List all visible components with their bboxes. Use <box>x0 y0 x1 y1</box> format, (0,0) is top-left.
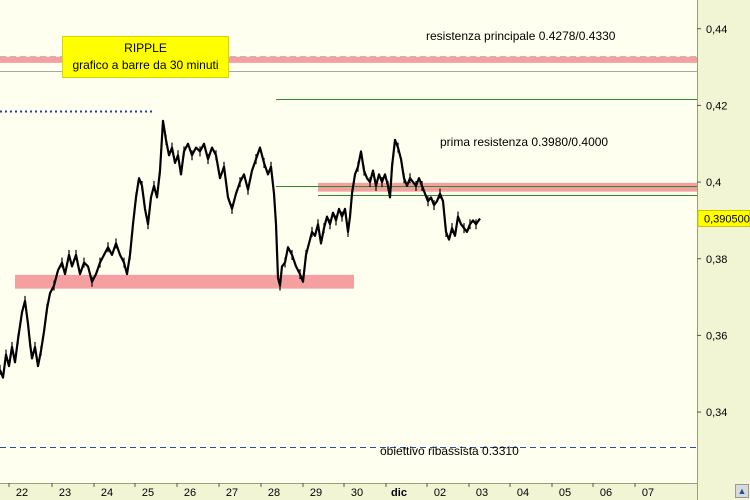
x-tick-label: 02 <box>434 487 446 499</box>
resistance-zone <box>0 56 697 63</box>
annotation-bearish-target: obiettivo ribassista 0.3310 <box>380 444 519 458</box>
x-tick-label: 28 <box>268 487 280 499</box>
resistance-zone <box>318 182 697 192</box>
annotation-main-resistance: resistenza principale 0.4278/0.4330 <box>426 29 616 43</box>
x-tick-label: 03 <box>476 487 488 499</box>
y-tick-label: 0,44 <box>706 24 727 36</box>
last-price-box <box>697 210 750 227</box>
y-tick-label: 0,38 <box>706 254 727 266</box>
y-axis-panel <box>697 0 750 500</box>
x-tick-label: 23 <box>59 487 71 499</box>
x-axis-panel <box>0 483 697 500</box>
x-tick-label: 07 <box>642 487 654 499</box>
x-tick-label: 26 <box>184 487 196 499</box>
y-tick-label: 0,4 <box>706 177 721 189</box>
last-price-label: 0,390500 <box>704 214 750 226</box>
y-tick-label: 0,36 <box>706 330 727 342</box>
x-tick-label: 22 <box>16 487 28 499</box>
x-tick-label: 04 <box>517 487 529 499</box>
chart-title: RIPPLE <box>124 41 167 55</box>
y-tick-label: 0,42 <box>706 100 727 112</box>
resistance-zone <box>15 274 354 289</box>
x-tick-label: 06 <box>600 487 612 499</box>
x-tick-label: 24 <box>101 487 113 499</box>
x-tick-label: dic <box>391 487 407 499</box>
chart-title-box: RIPPLE grafico a barre da 30 minuti <box>62 36 229 78</box>
annotation-first-resistance: prima resistenza 0.3980/0.4000 <box>440 135 609 149</box>
y-tick-label: 0,34 <box>706 407 727 419</box>
x-tick-label: 05 <box>559 487 571 499</box>
x-tick-label: 30 <box>351 487 363 499</box>
x-tick-label: 29 <box>310 487 322 499</box>
x-tick-label: 25 <box>142 487 154 499</box>
scroll-right-icon[interactable]: ▲ <box>735 484 749 498</box>
chart-subtitle: grafico a barre da 30 minuti <box>72 58 219 72</box>
x-tick-label: 27 <box>226 487 238 499</box>
